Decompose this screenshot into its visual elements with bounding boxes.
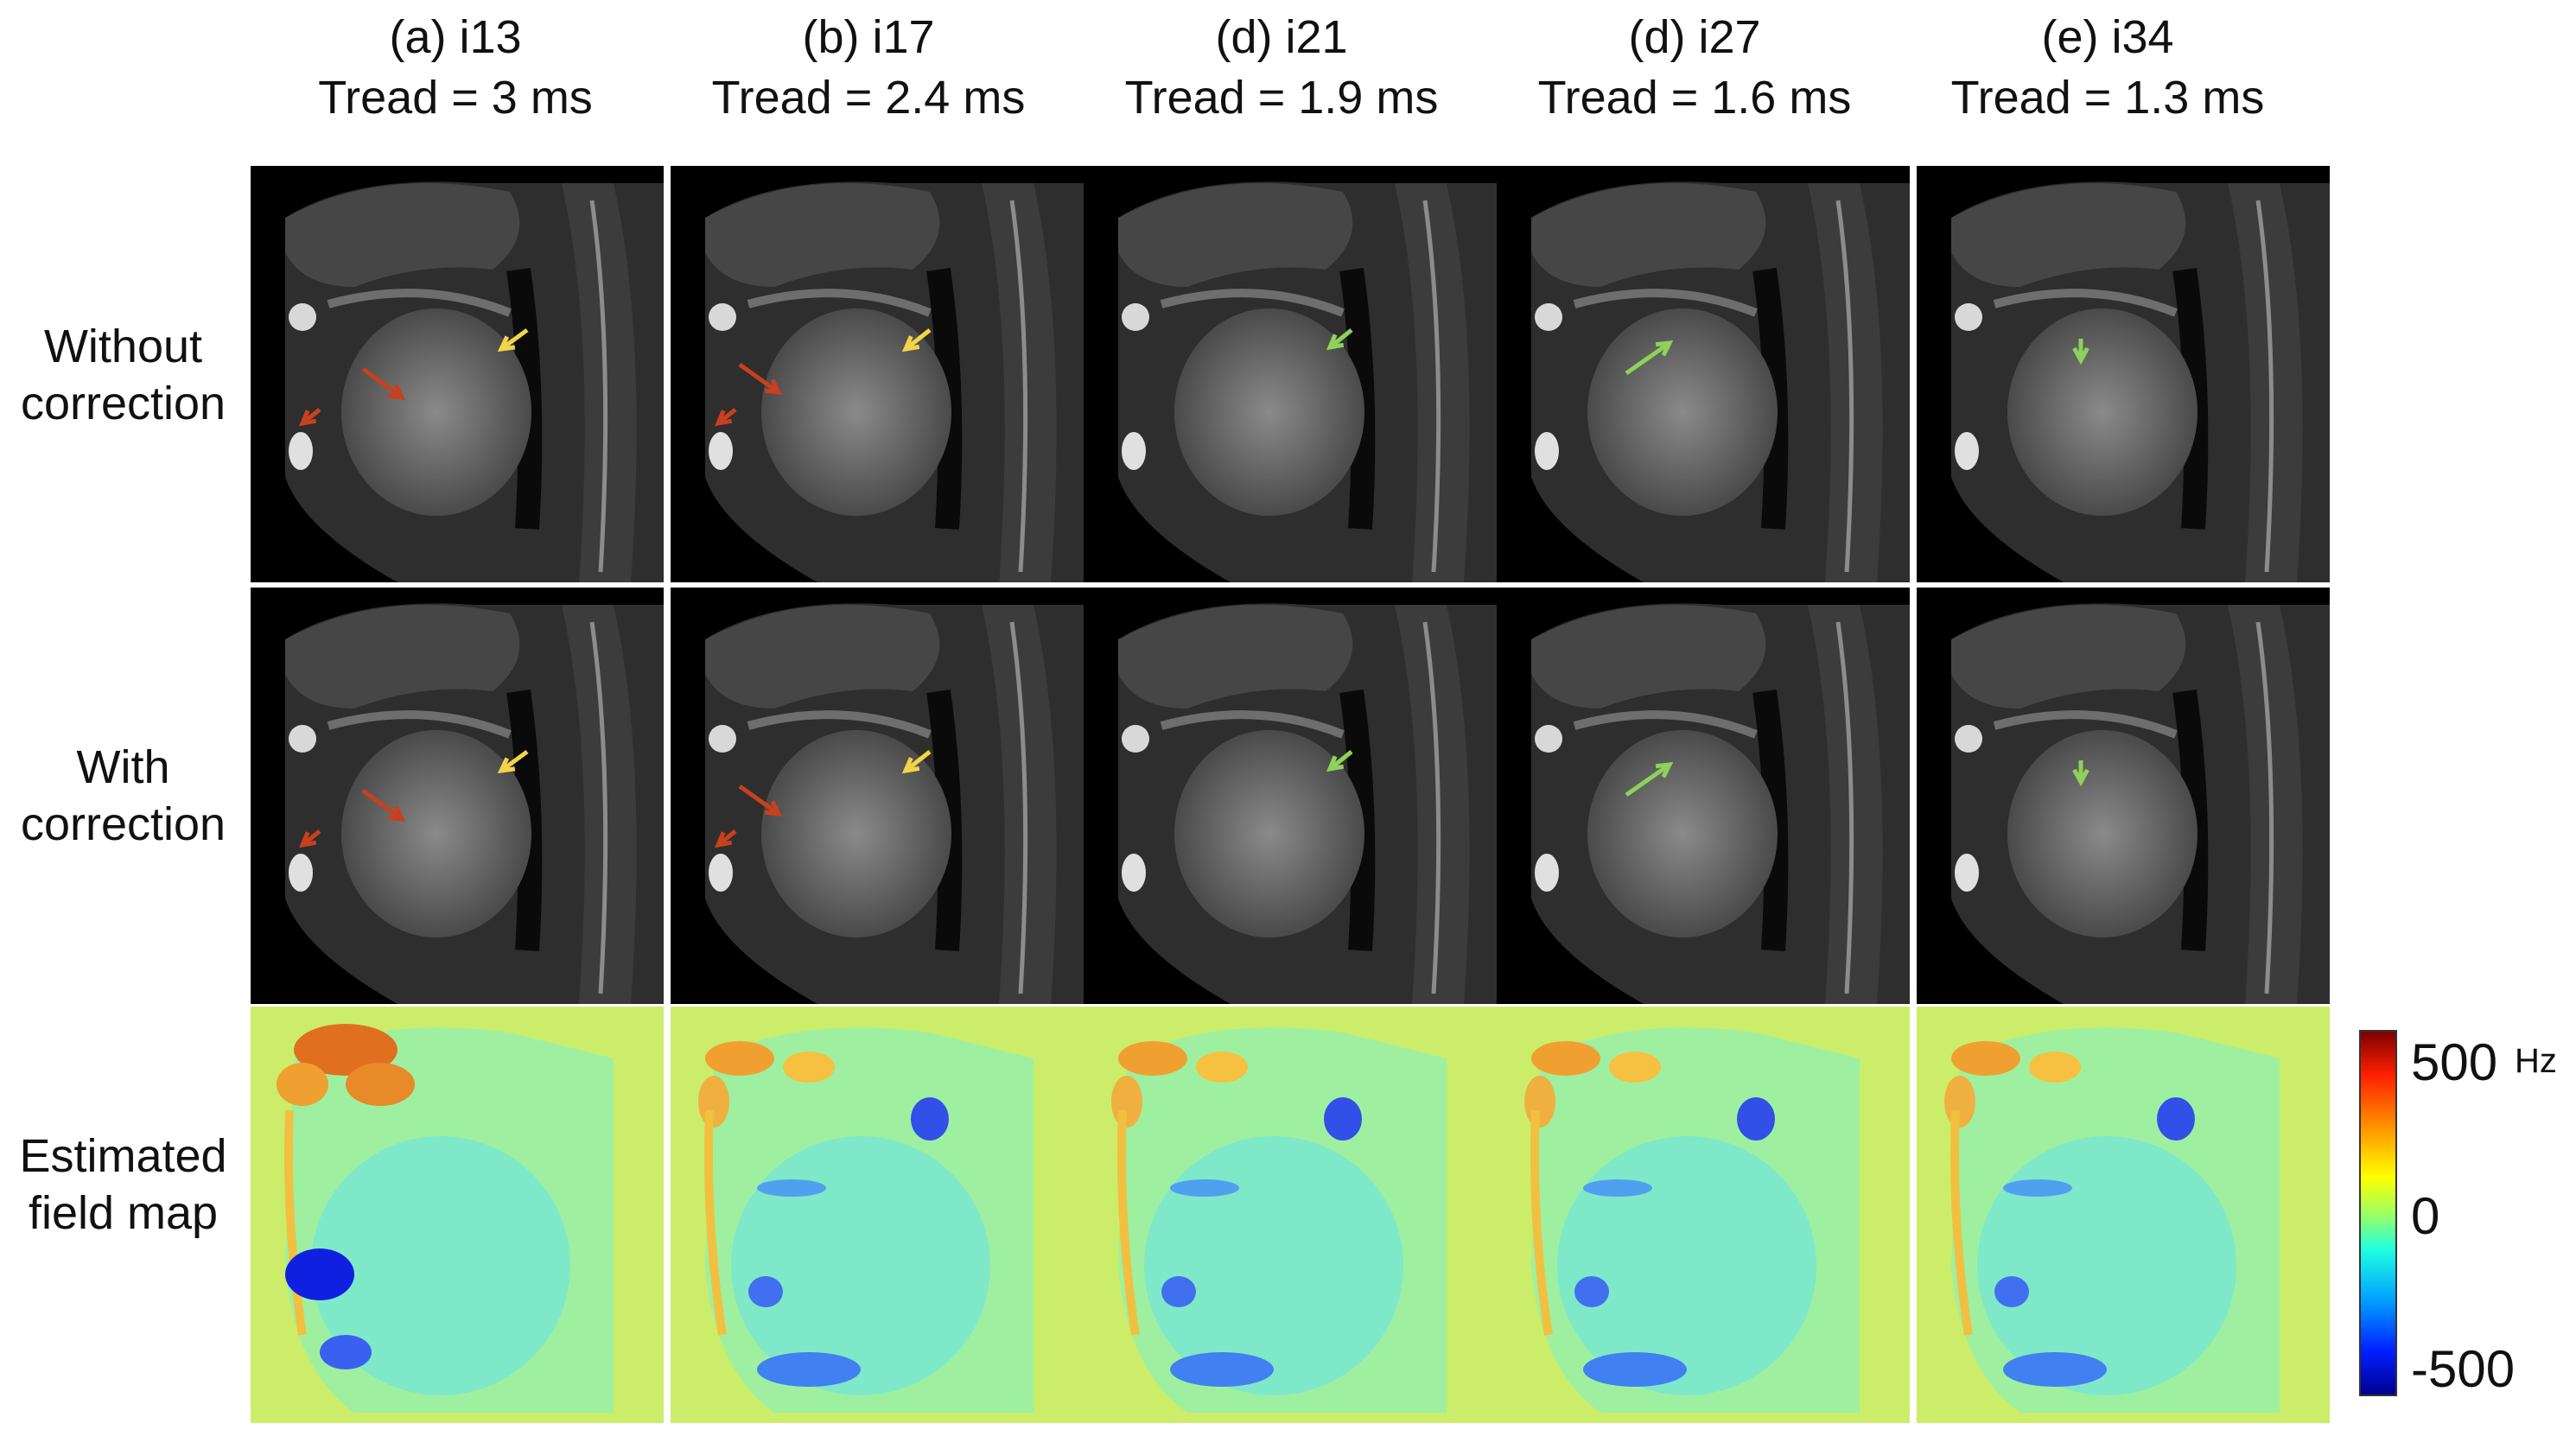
mri-graphic: [1497, 181, 1910, 582]
mri-graphic: [1084, 603, 1497, 1004]
field-map-image: [1497, 1007, 1910, 1423]
column-tread: Tread = 2.4 ms: [711, 72, 1026, 124]
column-header-d: (d) i27 Tread = 1.6 ms: [1492, 7, 1898, 128]
row-label-line2: correction: [20, 378, 226, 429]
column-tread: Tread = 3 ms: [318, 72, 593, 124]
field-map-image: [1084, 1007, 1497, 1423]
mri-graphic: [671, 603, 1084, 1004]
corrected-mri-image: [251, 588, 664, 1004]
mri-graphic: [671, 181, 1084, 582]
field-map-image: [1917, 1007, 2330, 1423]
field-map-graphic: [1944, 1027, 2280, 1413]
mri-graphic: [251, 181, 664, 582]
corrected-mri-image: [1917, 588, 2330, 1004]
row-label-line1: Estimated: [19, 1130, 227, 1182]
column-tread: Tread = 1.9 ms: [1124, 72, 1439, 124]
row-label-line1: With: [76, 741, 170, 793]
column-label: (a) i13: [389, 11, 522, 63]
row-label-without-correction: Without correction: [0, 318, 246, 432]
column-label: (d) i27: [1628, 11, 1761, 63]
colorbar: [2359, 1030, 2397, 1396]
row-label-field-map: Estimated field map: [0, 1128, 246, 1242]
uncorrected-mri-image: [251, 166, 664, 582]
column-label: (d) i21: [1215, 11, 1348, 63]
uncorrected-mri-image: [1084, 166, 1497, 582]
field-map-graphic: [698, 1027, 1034, 1413]
mri-graphic: [1497, 603, 1910, 1004]
colorbar-max-label: 500: [2411, 1033, 2498, 1091]
mri-graphic: [1917, 181, 2330, 582]
corrected-mri-image: [1497, 588, 1910, 1004]
column-header-a: (a) i13 Tread = 3 ms: [252, 7, 658, 128]
uncorrected-mri-image: [1917, 166, 2330, 582]
field-map-graphic: [1111, 1027, 1447, 1413]
column-label: (b) i17: [802, 11, 935, 63]
column-header-b: (b) i17 Tread = 2.4 ms: [665, 7, 1072, 128]
corrected-mri-image: [671, 588, 1084, 1004]
column-tread: Tread = 1.6 ms: [1537, 72, 1852, 124]
colorbar-min-label: -500: [2411, 1340, 2516, 1398]
field-map-graphic: [1524, 1027, 1860, 1413]
column-header-c: (d) i21 Tread = 1.9 ms: [1078, 7, 1485, 128]
colorbar-mid-label: 0: [2411, 1187, 2440, 1245]
column-tread: Tread = 1.3 ms: [1950, 72, 2265, 124]
row-label-line2: field map: [28, 1187, 219, 1239]
corrected-mri-image: [1084, 588, 1497, 1004]
column-header-e: (e) i34 Tread = 1.3 ms: [1905, 7, 2311, 128]
row-label-line1: Without: [43, 321, 203, 372]
field-map-graphic: [277, 1024, 614, 1413]
field-map-image: [671, 1007, 1084, 1423]
mri-graphic: [251, 603, 664, 1004]
mri-graphic: [1084, 181, 1497, 582]
uncorrected-mri-image: [1497, 166, 1910, 582]
uncorrected-mri-image: [671, 166, 1084, 582]
row-label-with-correction: With correction: [0, 739, 246, 853]
row-label-line2: correction: [20, 798, 226, 850]
mri-graphic: [1917, 603, 2330, 1004]
column-label: (e) i34: [2041, 11, 2174, 63]
field-map-image: [251, 1007, 664, 1423]
colorbar-unit-label: Hz: [2515, 1042, 2557, 1080]
